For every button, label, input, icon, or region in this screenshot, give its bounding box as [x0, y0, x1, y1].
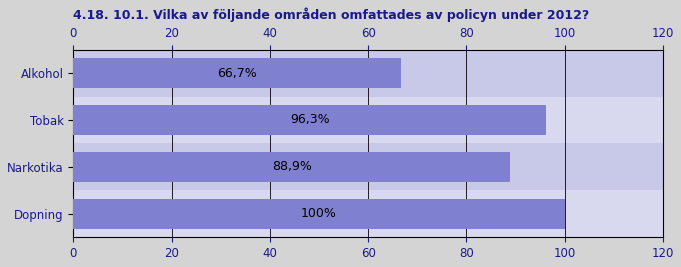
Bar	[74, 152, 510, 182]
Bar	[74, 58, 401, 88]
Bar	[74, 190, 663, 237]
Text: 100%: 100%	[301, 207, 337, 220]
Bar	[74, 96, 663, 143]
Bar	[74, 105, 546, 135]
Text: 66,7%: 66,7%	[217, 66, 257, 80]
Text: 88,9%: 88,9%	[272, 160, 312, 174]
Bar	[74, 50, 663, 96]
Bar	[74, 143, 663, 190]
Text: 96,3%: 96,3%	[290, 113, 330, 127]
Text: 4.18. 10.1. Vilka av följande områden omfattades av policyn under 2012?: 4.18. 10.1. Vilka av följande områden om…	[74, 7, 590, 22]
Bar	[74, 199, 565, 229]
